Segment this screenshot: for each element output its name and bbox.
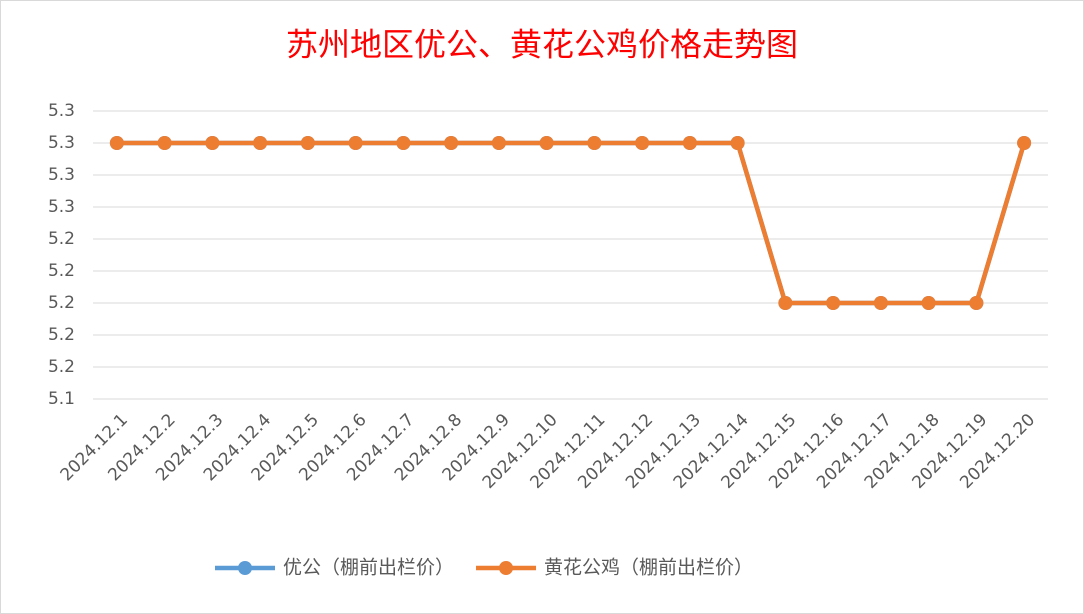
point [826,296,841,310]
y-tick-label: 5.2 [48,261,75,281]
y-tick-label: 5.2 [48,293,75,313]
legend-label: 黄花公鸡（棚前出栏价） [544,557,753,579]
y-tick-label: 5.1 [48,389,75,409]
legend-marker [499,561,514,575]
y-tick-label: 5.3 [48,197,75,217]
point [396,136,411,150]
point [109,136,124,150]
point [778,296,793,310]
point [682,136,697,150]
point [969,296,984,310]
point [921,296,936,310]
point [873,296,888,310]
point [205,136,220,150]
legend-marker [238,561,252,575]
legend-label: 优公（棚前出栏价） [283,557,454,579]
point [730,136,745,150]
chart-title: 苏州地区优公、黄花公鸡价格走势图 [286,26,798,64]
point [300,136,315,150]
point [157,136,172,150]
point [444,136,459,150]
point [491,136,506,150]
y-tick-label: 5.2 [48,325,75,345]
point [348,136,363,150]
point [253,136,268,150]
point [635,136,650,150]
y-tick-label: 5.2 [48,229,75,249]
y-tick-label: 5.2 [48,357,75,377]
point [1017,136,1032,150]
y-tick-label: 5.3 [48,101,75,121]
series-line [116,140,1027,306]
y-tick-label: 5.3 [48,165,75,185]
point [587,136,602,150]
y-tick-label: 5.3 [48,133,75,153]
point [539,136,554,150]
